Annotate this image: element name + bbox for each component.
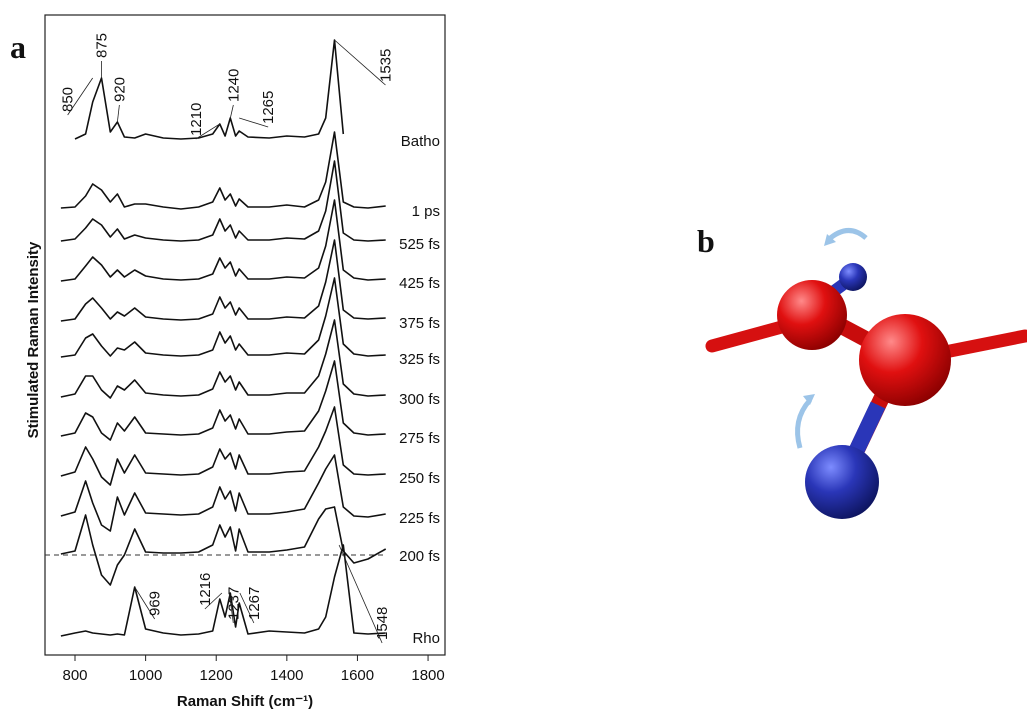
series-label: 250 fs — [399, 470, 440, 487]
y-axis-label: Stimulated Raman Intensity — [25, 241, 42, 438]
panel-label: a — [10, 29, 26, 65]
series-label: 275 fs — [399, 430, 440, 447]
series-label: 300 fs — [399, 391, 440, 408]
series-label: 200 fs — [399, 548, 440, 565]
x-tick-label: 800 — [62, 667, 87, 684]
x-tick-label: 1800 — [411, 667, 444, 684]
panel-label: b — [697, 223, 715, 259]
page: a Raman Shift (cm⁻¹) Stimulated Raman In… — [0, 0, 1027, 713]
spectrum — [61, 507, 386, 585]
series-label: Rho — [412, 630, 440, 647]
peak-leader — [117, 105, 119, 122]
series-label: 225 fs — [399, 510, 440, 527]
peak-label: 1267 — [246, 587, 263, 620]
spectrum — [61, 240, 386, 321]
spectrum — [61, 132, 386, 209]
x-tick-label: 1600 — [341, 667, 374, 684]
series-label: Batho — [401, 133, 440, 150]
x-tick-label: 1400 — [270, 667, 303, 684]
peak-label: 1240 — [225, 69, 242, 102]
x-tick-label: 1200 — [200, 667, 233, 684]
plot-frame — [45, 15, 445, 655]
x-axis-label: Raman Shift (cm⁻¹) — [177, 693, 313, 710]
peak-label: 1265 — [260, 91, 277, 124]
series-label: 375 fs — [399, 315, 440, 332]
peak-label: 969 — [147, 591, 164, 616]
peak-label: 1237 — [225, 587, 242, 620]
series-label: 525 fs — [399, 236, 440, 253]
series-label: 1 ps — [412, 203, 440, 220]
peak-label: 1548 — [374, 607, 391, 640]
peak-leader — [230, 105, 233, 118]
peak-label: 1210 — [188, 103, 205, 136]
peak-label: 875 — [93, 33, 110, 58]
figure: a Raman Shift (cm⁻¹) Stimulated Raman In… — [0, 0, 1027, 713]
series-label: 425 fs — [399, 275, 440, 292]
series-label: 325 fs — [399, 351, 440, 368]
x-tick-label: 1000 — [129, 667, 162, 684]
peak-label: 850 — [60, 87, 77, 112]
molecule — [712, 230, 1025, 519]
spectrum — [61, 320, 386, 398]
peak-label: 920 — [111, 77, 128, 102]
spectrum — [61, 200, 386, 281]
spectrum — [61, 545, 386, 636]
peak-label: 1535 — [377, 49, 394, 82]
peak-label: 1216 — [197, 573, 214, 606]
